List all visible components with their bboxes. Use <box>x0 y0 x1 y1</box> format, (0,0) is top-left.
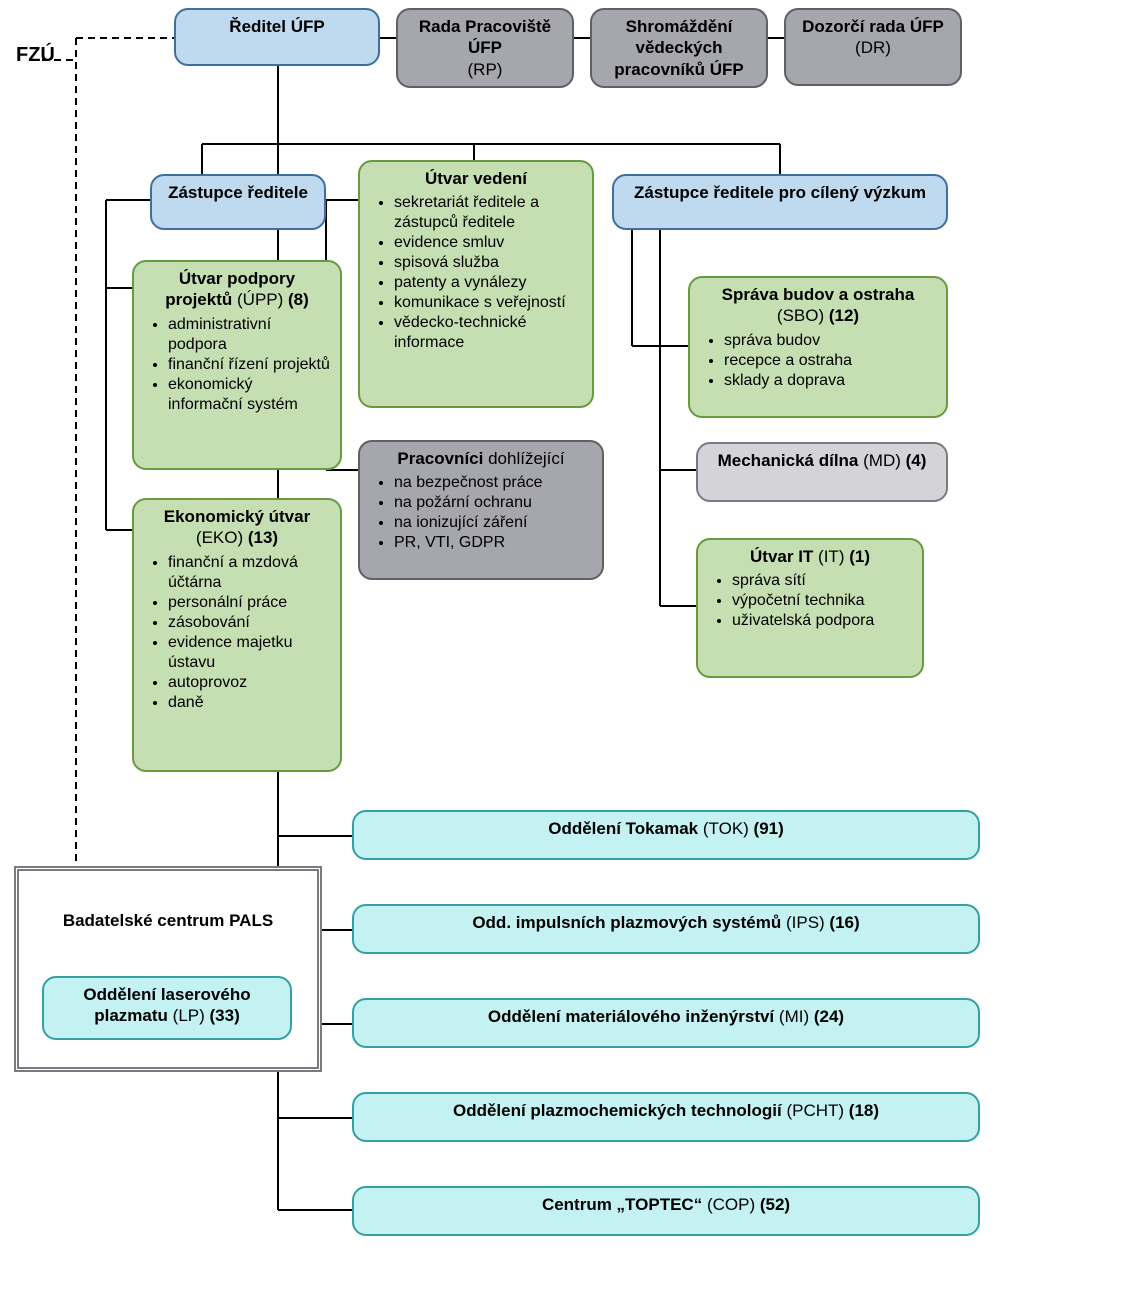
node-lp: Oddělení laserového plazmatu (LP) (33) <box>42 976 292 1040</box>
fzu-label: FZÚ <box>16 44 55 67</box>
bullet-item: administrativní podpora <box>168 315 330 355</box>
node-rada: Rada Pracoviště ÚFP(RP) <box>396 8 574 88</box>
bullet-item: PR, VTI, GDPR <box>394 533 592 553</box>
node-title: Oddělení materiálového inženýrství (MI) … <box>364 1006 968 1027</box>
node-pcht: Oddělení plazmochemických technologií (P… <box>352 1092 980 1142</box>
bullet-item: evidence smluv <box>394 233 582 253</box>
node-bullets: finanční a mzdová účtárnapersonální prác… <box>150 553 330 713</box>
node-bullets: správa sítívýpočetní technikauživatelská… <box>714 571 912 631</box>
node-sbo: Správa budov a ostraha (SBO) (12)správa … <box>688 276 948 418</box>
node-prac: Pracovníci dohlížející na bezpečnost prác… <box>358 440 604 580</box>
node-title: Útvar IT (IT) (1) <box>708 546 912 567</box>
bullet-item: spisová služba <box>394 253 582 273</box>
node-bullets: správa budovrecepce a ostrahasklady a do… <box>706 331 936 391</box>
node-bullets: na bezpečnost prácena požární ochranuna … <box>376 473 592 553</box>
node-it: Útvar IT (IT) (1) správa sítívýpočetní te… <box>696 538 924 678</box>
node-title: Dozorčí rada ÚFP(DR) <box>796 16 950 59</box>
node-eko: Ekonomický útvar (EKO) (13)finanční a mz… <box>132 498 342 772</box>
node-tok: Oddělení Tokamak (TOK) (91) <box>352 810 980 860</box>
node-title: Odd. impulsních plazmových systémů (IPS)… <box>364 912 968 933</box>
node-title: Shromáždění vědeckých pracovníků ÚFP <box>602 16 756 80</box>
bullet-item: na ionizující záření <box>394 513 592 533</box>
bullet-item: evidence majetku ústavu <box>168 633 330 673</box>
node-uvedeni: Útvar vedení sekretariát ředitele a zástu… <box>358 160 594 408</box>
node-title: Centrum „TOPTEC“ (COP) (52) <box>364 1194 968 1215</box>
node-md: Mechanická dílna (MD) (4) <box>696 442 948 502</box>
bullet-item: na bezpečnost práce <box>394 473 592 493</box>
bullet-item: personální práce <box>168 593 330 613</box>
bullet-item: vědecko-technické informace <box>394 313 582 353</box>
node-reditel: Ředitel ÚFP <box>174 8 380 66</box>
bullet-item: správa budov <box>724 331 936 351</box>
pals-title: Badatelské centrum PALS <box>19 911 317 931</box>
bullet-item: sekretariát ředitele a zástupců ředitele <box>394 193 582 233</box>
node-cop: Centrum „TOPTEC“ (COP) (52) <box>352 1186 980 1236</box>
bullet-item: ekonomický informační systém <box>168 375 330 415</box>
node-bullets: administrativní podporafinanční řízení p… <box>150 315 330 415</box>
node-title: Zástupce ředitele pro cílený výzkum <box>624 182 936 203</box>
node-title: Útvar vedení <box>370 168 582 189</box>
bullet-item: sklady a doprava <box>724 371 936 391</box>
node-title: Oddělení laserového plazmatu (LP) (33) <box>54 984 280 1027</box>
bullet-item: finanční řízení projektů <box>168 355 330 375</box>
node-dozor: Dozorčí rada ÚFP(DR) <box>784 8 962 86</box>
node-title: Mechanická dílna (MD) (4) <box>708 450 936 471</box>
bullet-item: na požární ochranu <box>394 493 592 513</box>
node-title: Útvar podpory projektů (ÚPP) (8) <box>144 268 330 311</box>
node-zastupce: Zástupce ředitele <box>150 174 326 230</box>
node-upp: Útvar podpory projektů (ÚPP) (8)administ… <box>132 260 342 470</box>
node-zastupce_c: Zástupce ředitele pro cílený výzkum <box>612 174 948 230</box>
node-title: Správa budov a ostraha (SBO) (12) <box>700 284 936 327</box>
bullet-item: autoprovoz <box>168 673 330 693</box>
node-bullets: sekretariát ředitele a zástupců ředitele… <box>376 193 582 353</box>
node-mi: Oddělení materiálového inženýrství (MI) … <box>352 998 980 1048</box>
node-shrom: Shromáždění vědeckých pracovníků ÚFP <box>590 8 768 88</box>
pals-box: Badatelské centrum PALS <box>14 866 322 1072</box>
bullet-item: patenty a vynálezy <box>394 273 582 293</box>
node-title: Rada Pracoviště ÚFP(RP) <box>408 16 562 80</box>
bullet-item: zásobování <box>168 613 330 633</box>
bullet-item: recepce a ostraha <box>724 351 936 371</box>
bullet-item: daně <box>168 693 330 713</box>
node-title: Ředitel ÚFP <box>186 16 368 37</box>
node-ips: Odd. impulsních plazmových systémů (IPS)… <box>352 904 980 954</box>
bullet-item: komunikace s veřejností <box>394 293 582 313</box>
org-chart-canvas: FZÚ Badatelské centrum PALS Ředitel ÚFP R… <box>0 0 1146 1299</box>
node-title: Oddělení plazmochemických technologií (P… <box>364 1100 968 1121</box>
node-title: Zástupce ředitele <box>162 182 314 203</box>
bullet-item: finanční a mzdová účtárna <box>168 553 330 593</box>
node-title: Pracovníci dohlížející <box>370 448 592 469</box>
bullet-item: správa sítí <box>732 571 912 591</box>
node-title: Ekonomický útvar (EKO) (13) <box>144 506 330 549</box>
bullet-item: výpočetní technika <box>732 591 912 611</box>
bullet-item: uživatelská podpora <box>732 611 912 631</box>
node-title: Oddělení Tokamak (TOK) (91) <box>364 818 968 839</box>
